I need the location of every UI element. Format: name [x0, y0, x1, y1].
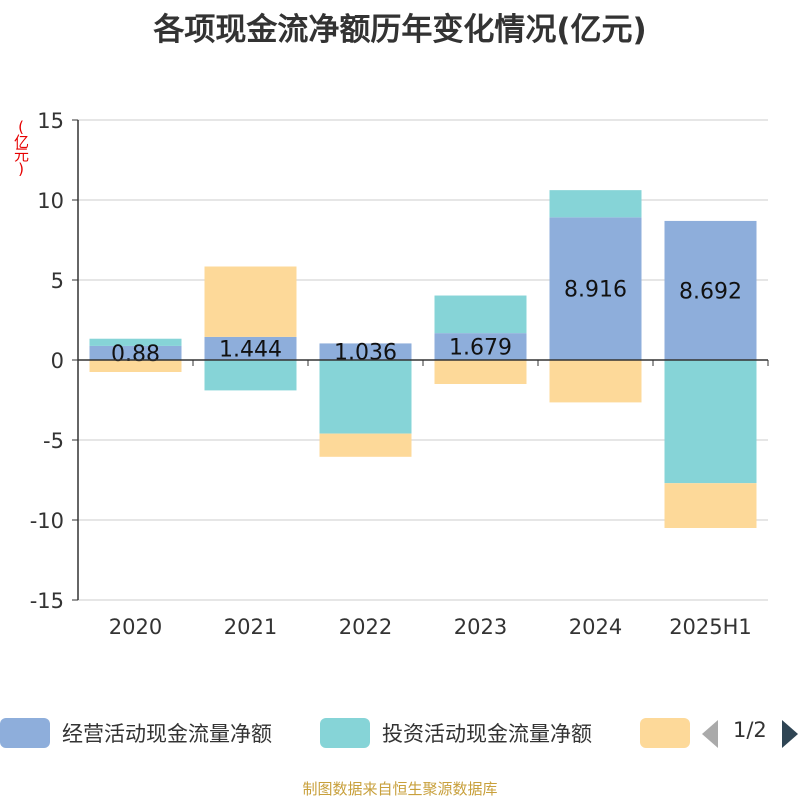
- y-axis-unit-label: (亿元): [12, 118, 30, 176]
- x-tick-label: 2021: [224, 615, 277, 639]
- y-tick-label: 10: [37, 189, 64, 213]
- bar-2021-series-0: [204, 336, 297, 360]
- bar-2022-series-2: [319, 433, 412, 457]
- pager-next-icon[interactable]: [782, 720, 798, 748]
- legend-item-operating[interactable]: 经营活动现金流量净额: [0, 716, 272, 750]
- data-label: 8.916: [564, 278, 627, 303]
- bar-2023-series-2: [434, 360, 527, 384]
- y-tick-label: -15: [30, 589, 64, 613]
- pager-prev-icon[interactable]: [702, 720, 718, 748]
- bar-2023-series-0: [434, 333, 527, 360]
- y-tick-label: 15: [37, 109, 64, 133]
- bar-2024-series-0: [549, 217, 642, 360]
- legend-swatch-investing: [320, 718, 370, 748]
- data-label: 8.692: [679, 279, 742, 304]
- bar-2022-series-1: [319, 360, 412, 434]
- x-tick-label: 2025H1: [669, 615, 752, 639]
- bar-2020-series-0: [89, 345, 182, 360]
- chart-plot: 15 10 5 0 -5 -10 -15 0.88 1.444 1.036 1.679 8.916 8.…: [30, 109, 769, 639]
- bar-2025H1-series-0: [664, 220, 757, 360]
- bar-2021-series-2: [204, 266, 297, 337]
- bar-2024-series-1: [549, 190, 642, 218]
- x-tick-label: 2022: [339, 615, 392, 639]
- bar-2022-series-0: [319, 343, 412, 360]
- x-tick-label: 2020: [109, 615, 162, 639]
- legend-item-third[interactable]: [640, 716, 690, 750]
- bar-2025H1-series-1: [664, 360, 757, 484]
- y-tick-label: -5: [43, 429, 64, 453]
- bar-2021-series-1: [204, 360, 297, 391]
- bar-2025H1-series-2: [664, 483, 757, 528]
- legend-label-operating: 经营活动现金流量净额: [62, 722, 272, 746]
- legend-pager: 1/2: [700, 718, 800, 750]
- chart-title: 各项现金流净额历年变化情况(亿元): [153, 12, 647, 48]
- legend-label-investing: 投资活动现金流量净额: [382, 722, 592, 746]
- data-label: 1.036: [334, 341, 397, 366]
- legend-swatch-third: [640, 718, 690, 748]
- data-label: 0.88: [111, 342, 160, 367]
- y-tick-label: -10: [30, 509, 64, 533]
- x-tick-label: 2024: [569, 615, 622, 639]
- legend-swatch-operating: [0, 718, 50, 748]
- pager-text: 1/2: [733, 718, 767, 742]
- bar-2023-series-1: [434, 295, 527, 334]
- data-label: 1.444: [219, 337, 282, 362]
- bar-2024-series-2: [549, 360, 642, 403]
- data-label: 1.679: [449, 336, 512, 361]
- bar-2020-series-2: [89, 360, 182, 372]
- legend-item-investing[interactable]: 投资活动现金流量净额: [320, 716, 592, 750]
- x-tick-label: 2023: [454, 615, 507, 639]
- source-note: 制图数据来自恒生聚源数据库: [302, 780, 498, 798]
- y-tick-label: 5: [51, 269, 64, 293]
- bar-2020-series-1: [89, 338, 182, 346]
- y-tick-label: 0: [51, 349, 64, 373]
